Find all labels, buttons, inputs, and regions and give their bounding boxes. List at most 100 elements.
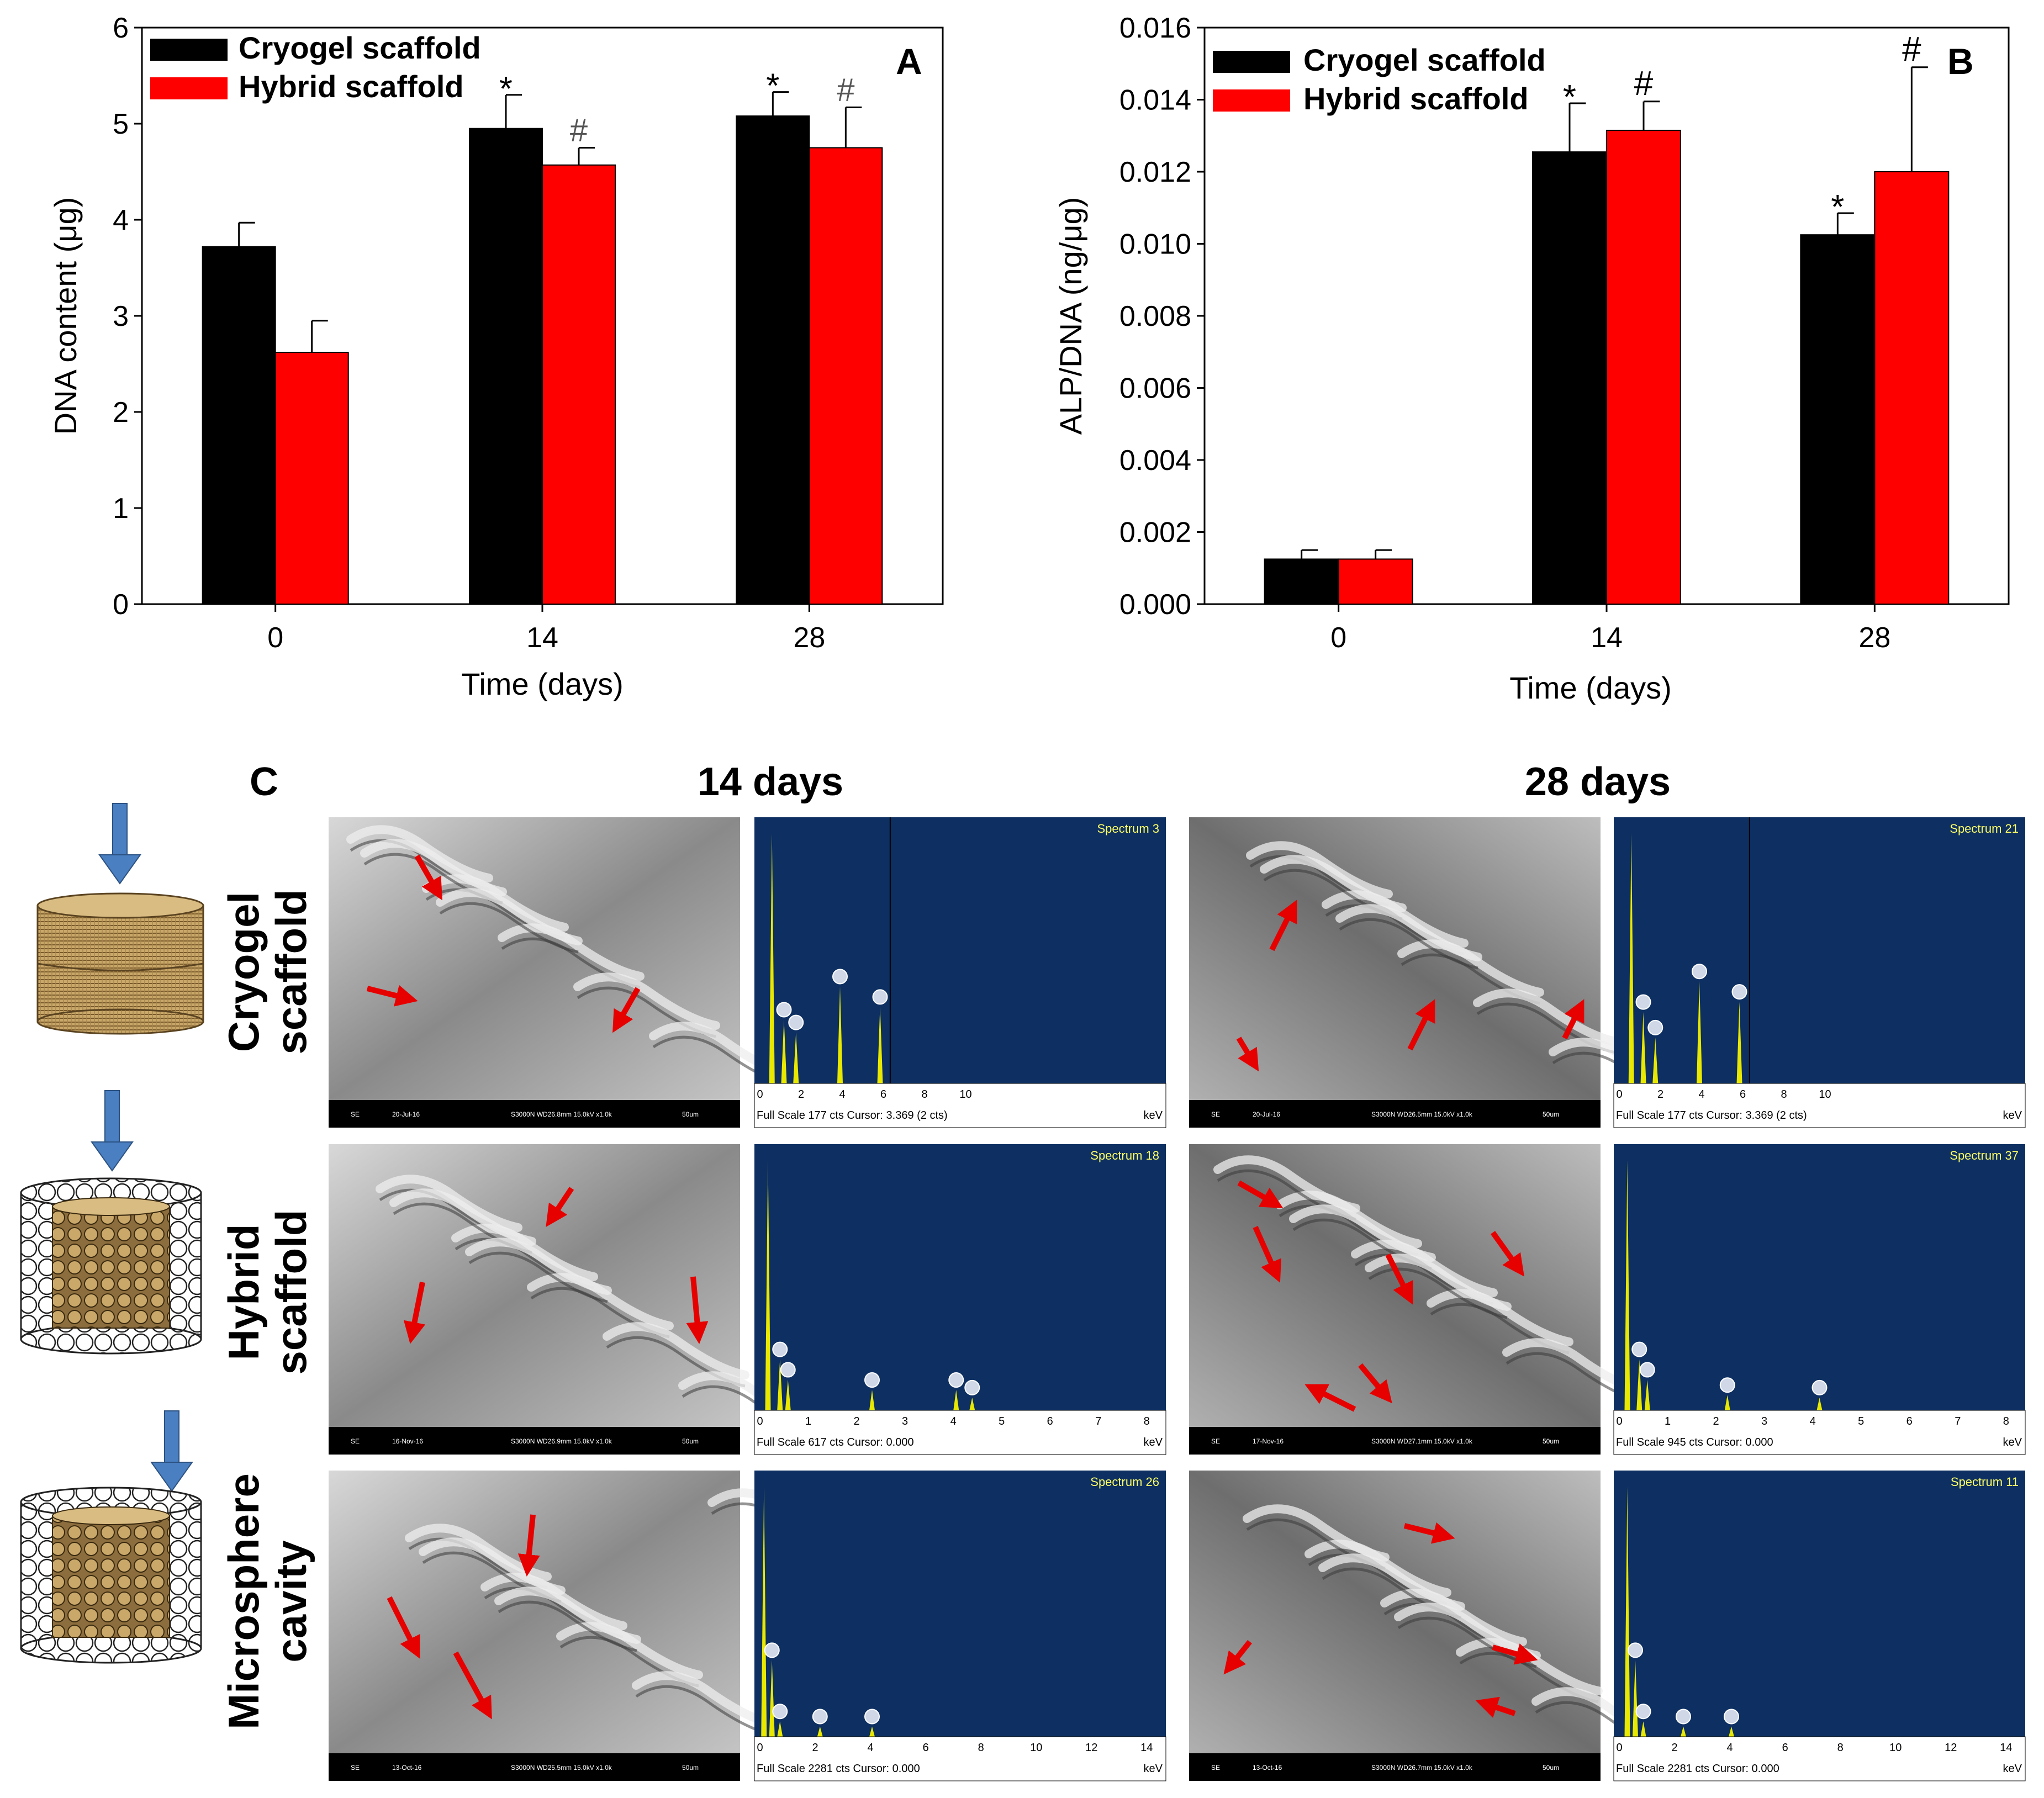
legend-label-hybrid: Hybrid scaffold [1303,81,1529,116]
row-label-cryogel: Cryogel scaffold [219,889,315,1054]
legend-swatch-cryogel [150,39,228,61]
edx-plot-area [754,1471,1166,1737]
significance-star: * [766,67,779,105]
y-tick-label: 0.004 [1119,445,1191,477]
sem-fiber-texture [1318,1553,1465,1611]
edx-peak [777,1359,783,1410]
sem-settings: S3000N WD27.1mm 15.0kV x1.0k [1371,1437,1473,1445]
edx-axis-tick: 3 [1761,1415,1767,1427]
edx-element-marker [1635,994,1651,1010]
chart-a-bars: * # * # [202,67,883,605]
edx-axis-strip [1613,1736,2026,1781]
edx-spectrum-row2-14d: Spectrum 18 0 1 2 3 4 5 6 7 8 keV Full Scale 617 ct… [754,1144,1166,1455]
edx-element-marker [772,1341,788,1357]
edx-axis-strip [754,1410,1166,1455]
y-tick-label: 4 [113,204,129,236]
significance-star: * [1831,188,1844,226]
red-arrow-icon [1358,1363,1392,1404]
sem-fiber-texture [436,888,583,945]
chart-b: 0.000 0.002 0.004 0.006 0.008 0.010 0.012 0.014… [1053,12,2010,705]
edx-peak [1736,1002,1742,1083]
edx-axis-tick: 6 [923,1742,929,1754]
edx-peak [1724,1395,1730,1410]
edx-peak [1624,1160,1630,1410]
chart-a: 0 1 2 3 4 5 6 * # * # 0 14 28 Time (days) DNA conte… [48,12,944,701]
bar-cryogel-day-14 [1532,151,1607,605]
sem-info-bar [1189,1427,1601,1455]
edx-spectrum-row1-28d: Spectrum 21 0 2 4 6 8 10 keV Full Scale 177 cts … [1613,817,2026,1128]
edx-axis-tick: 1 [805,1415,811,1427]
edx-axis-tick: 0 [1616,1088,1622,1101]
x-tick-label: 14 [526,622,558,654]
sem-micrograph [329,1471,740,1753]
sem-detector: SE [351,1437,360,1445]
red-arrow-icon [1407,999,1435,1051]
sem-fiber-texture [1289,1204,1436,1262]
edx-axis-tick: 4 [1727,1742,1733,1754]
edx-peak [777,1721,783,1737]
red-arrow-icon [366,985,418,1007]
edx-axis-strip [754,1736,1166,1781]
y-tick-label: 6 [113,12,129,44]
sem-image-row1-28d: SE 20-Jul-16 S3000N WD26.5mm 15.0kV x1.0k 5… [1189,817,1696,1128]
sem-settings: S3000N WD26.9mm 15.0kV x1.0k [511,1437,612,1445]
edx-peak [1644,1379,1650,1410]
edx-spectrum-label: Spectrum 21 [1950,822,2019,835]
y-tick-label: 0.014 [1119,84,1191,117]
significance-star: * [499,70,513,108]
edx-unit: keV [1144,1763,1163,1775]
red-arrow-icon [387,1596,420,1659]
y-tick-label: 0.010 [1119,229,1191,261]
sem-fiber-texture [360,839,507,896]
edx-plot-area [1614,1144,2025,1410]
edx-spectrum-label: Spectrum 37 [1950,1149,2019,1162]
sem-fiber-texture [419,1537,566,1595]
edx-peak [761,1487,767,1737]
edx-element-marker [1635,1704,1651,1720]
edx-axis-tick: 8 [1837,1742,1844,1754]
edx-peak [837,986,843,1083]
edx-axis-tick: 10 [959,1088,971,1101]
red-arrow-icon [1492,1643,1538,1665]
edx-peak [1624,1487,1630,1737]
edx-peak [869,1726,875,1737]
y-tick-label: 1 [113,493,129,525]
edx-spectrum-label: Spectrum 18 [1090,1149,1159,1162]
edx-peak [1640,1721,1646,1737]
edx-element-marker [832,969,848,985]
edx-axis-tick: 0 [757,1088,763,1101]
y-tick-label: 5 [113,108,129,140]
edx-element-marker [764,1642,780,1658]
edx-peak [869,1390,875,1410]
edx-element-marker [1676,1709,1691,1725]
row-label-microsphere: Microsphere cavity [219,1473,315,1730]
sem-info-bar [1189,1100,1601,1128]
edx-element-marker [872,989,888,1005]
sem-info-bar [329,1100,740,1128]
edx-footer: Full Scale 2281 cts Cursor: 0.000 [1616,1763,1779,1775]
chart-a-x-ticks: 0 14 28 [267,604,825,654]
red-arrow-icon [453,1651,492,1720]
red-arrow-icon [1490,1231,1524,1277]
edx-axis-tick: 4 [1810,1415,1816,1427]
edx-axis-tick: 14 [1140,1742,1153,1754]
chart-a-y-ticks: 0 1 2 3 4 5 6 [113,12,142,621]
significance-hash: # [570,113,588,149]
red-arrow-icon [612,987,641,1033]
row-label-hybrid: Hybrid scaffold [219,1209,315,1374]
sem-scale: 50um [682,1764,699,1771]
y-tick-label: 0.016 [1119,12,1191,44]
down-arrow-icon [150,1410,193,1492]
significance-hash: # [837,72,854,108]
bar-cryogel-day-28 [736,115,810,605]
edx-peak [1636,1359,1642,1410]
sem-date: 17-Nov-16 [1253,1437,1284,1445]
edx-peak [1652,1037,1659,1083]
red-arrow-icon [517,1514,540,1577]
edx-spectrum-row3-14d: Spectrum 26 0 2 4 6 8 10 12 14 keV Full Scale 2281… [754,1471,1166,1781]
edx-footer: Full Scale 177 cts Cursor: 3.369 (2 cts) [757,1109,948,1122]
edx-peak [785,1379,791,1410]
sem-fiber-shadow [1368,1267,1508,1319]
edx-axis-tick: 6 [1047,1415,1053,1427]
red-arrow-icon [1236,1037,1259,1072]
